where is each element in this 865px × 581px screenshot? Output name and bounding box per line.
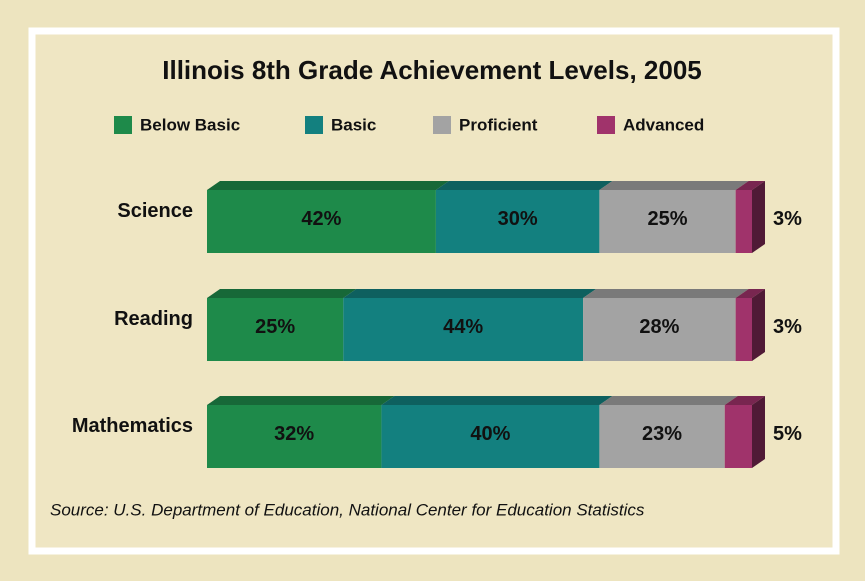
legend-label: Advanced [623,115,704,134]
legend-label: Below Basic [140,115,240,134]
bar-top [583,289,749,298]
value-label: 25% [255,316,295,338]
legend-swatch [597,116,615,134]
bar-segment [735,298,752,361]
bar-side [752,181,765,253]
legend-label: Basic [331,115,376,134]
bar-top [735,181,765,190]
value-label: 40% [470,423,510,445]
bar-top [207,396,395,405]
category-label: Reading [114,308,193,330]
bar-top [381,396,613,405]
source-note: Source: U.S. Department of Education, Na… [50,500,645,519]
bar-segment [343,298,584,361]
value-label: 3% [773,208,802,230]
value-label: 5% [773,423,802,445]
bar-segment [207,298,344,361]
value-label: 42% [301,208,341,230]
bar-segment [207,405,382,468]
value-label: 44% [443,316,483,338]
bar-segment [599,190,736,253]
bar-segment [735,190,752,253]
bar-top [343,289,597,298]
bar-segment [599,405,725,468]
value-label: 23% [642,423,682,445]
bar-segment [724,405,752,468]
bar-segment [381,405,600,468]
bar-segment [583,298,736,361]
value-label: 3% [773,316,802,338]
bar-top [207,181,449,190]
value-label: 28% [639,316,679,338]
value-label: 30% [498,208,538,230]
bar-segment [435,190,600,253]
bar-side [752,396,765,468]
chart-title: Illinois 8th Grade Achievement Levels, 2… [162,55,702,85]
bar-side [752,289,765,361]
value-label: 32% [274,423,314,445]
bar-segment [207,190,436,253]
legend-swatch [305,116,323,134]
category-label: Mathematics [72,415,193,437]
bar-top [735,289,765,298]
category-label: Science [117,200,193,222]
legend-swatch [114,116,132,134]
bar-top [599,396,738,405]
bar-top [207,289,357,298]
bar-top [599,181,749,190]
bar-top [724,396,765,405]
legend-label: Proficient [459,115,538,134]
bar-top [435,181,613,190]
legend-swatch [433,116,451,134]
value-label: 25% [648,208,688,230]
